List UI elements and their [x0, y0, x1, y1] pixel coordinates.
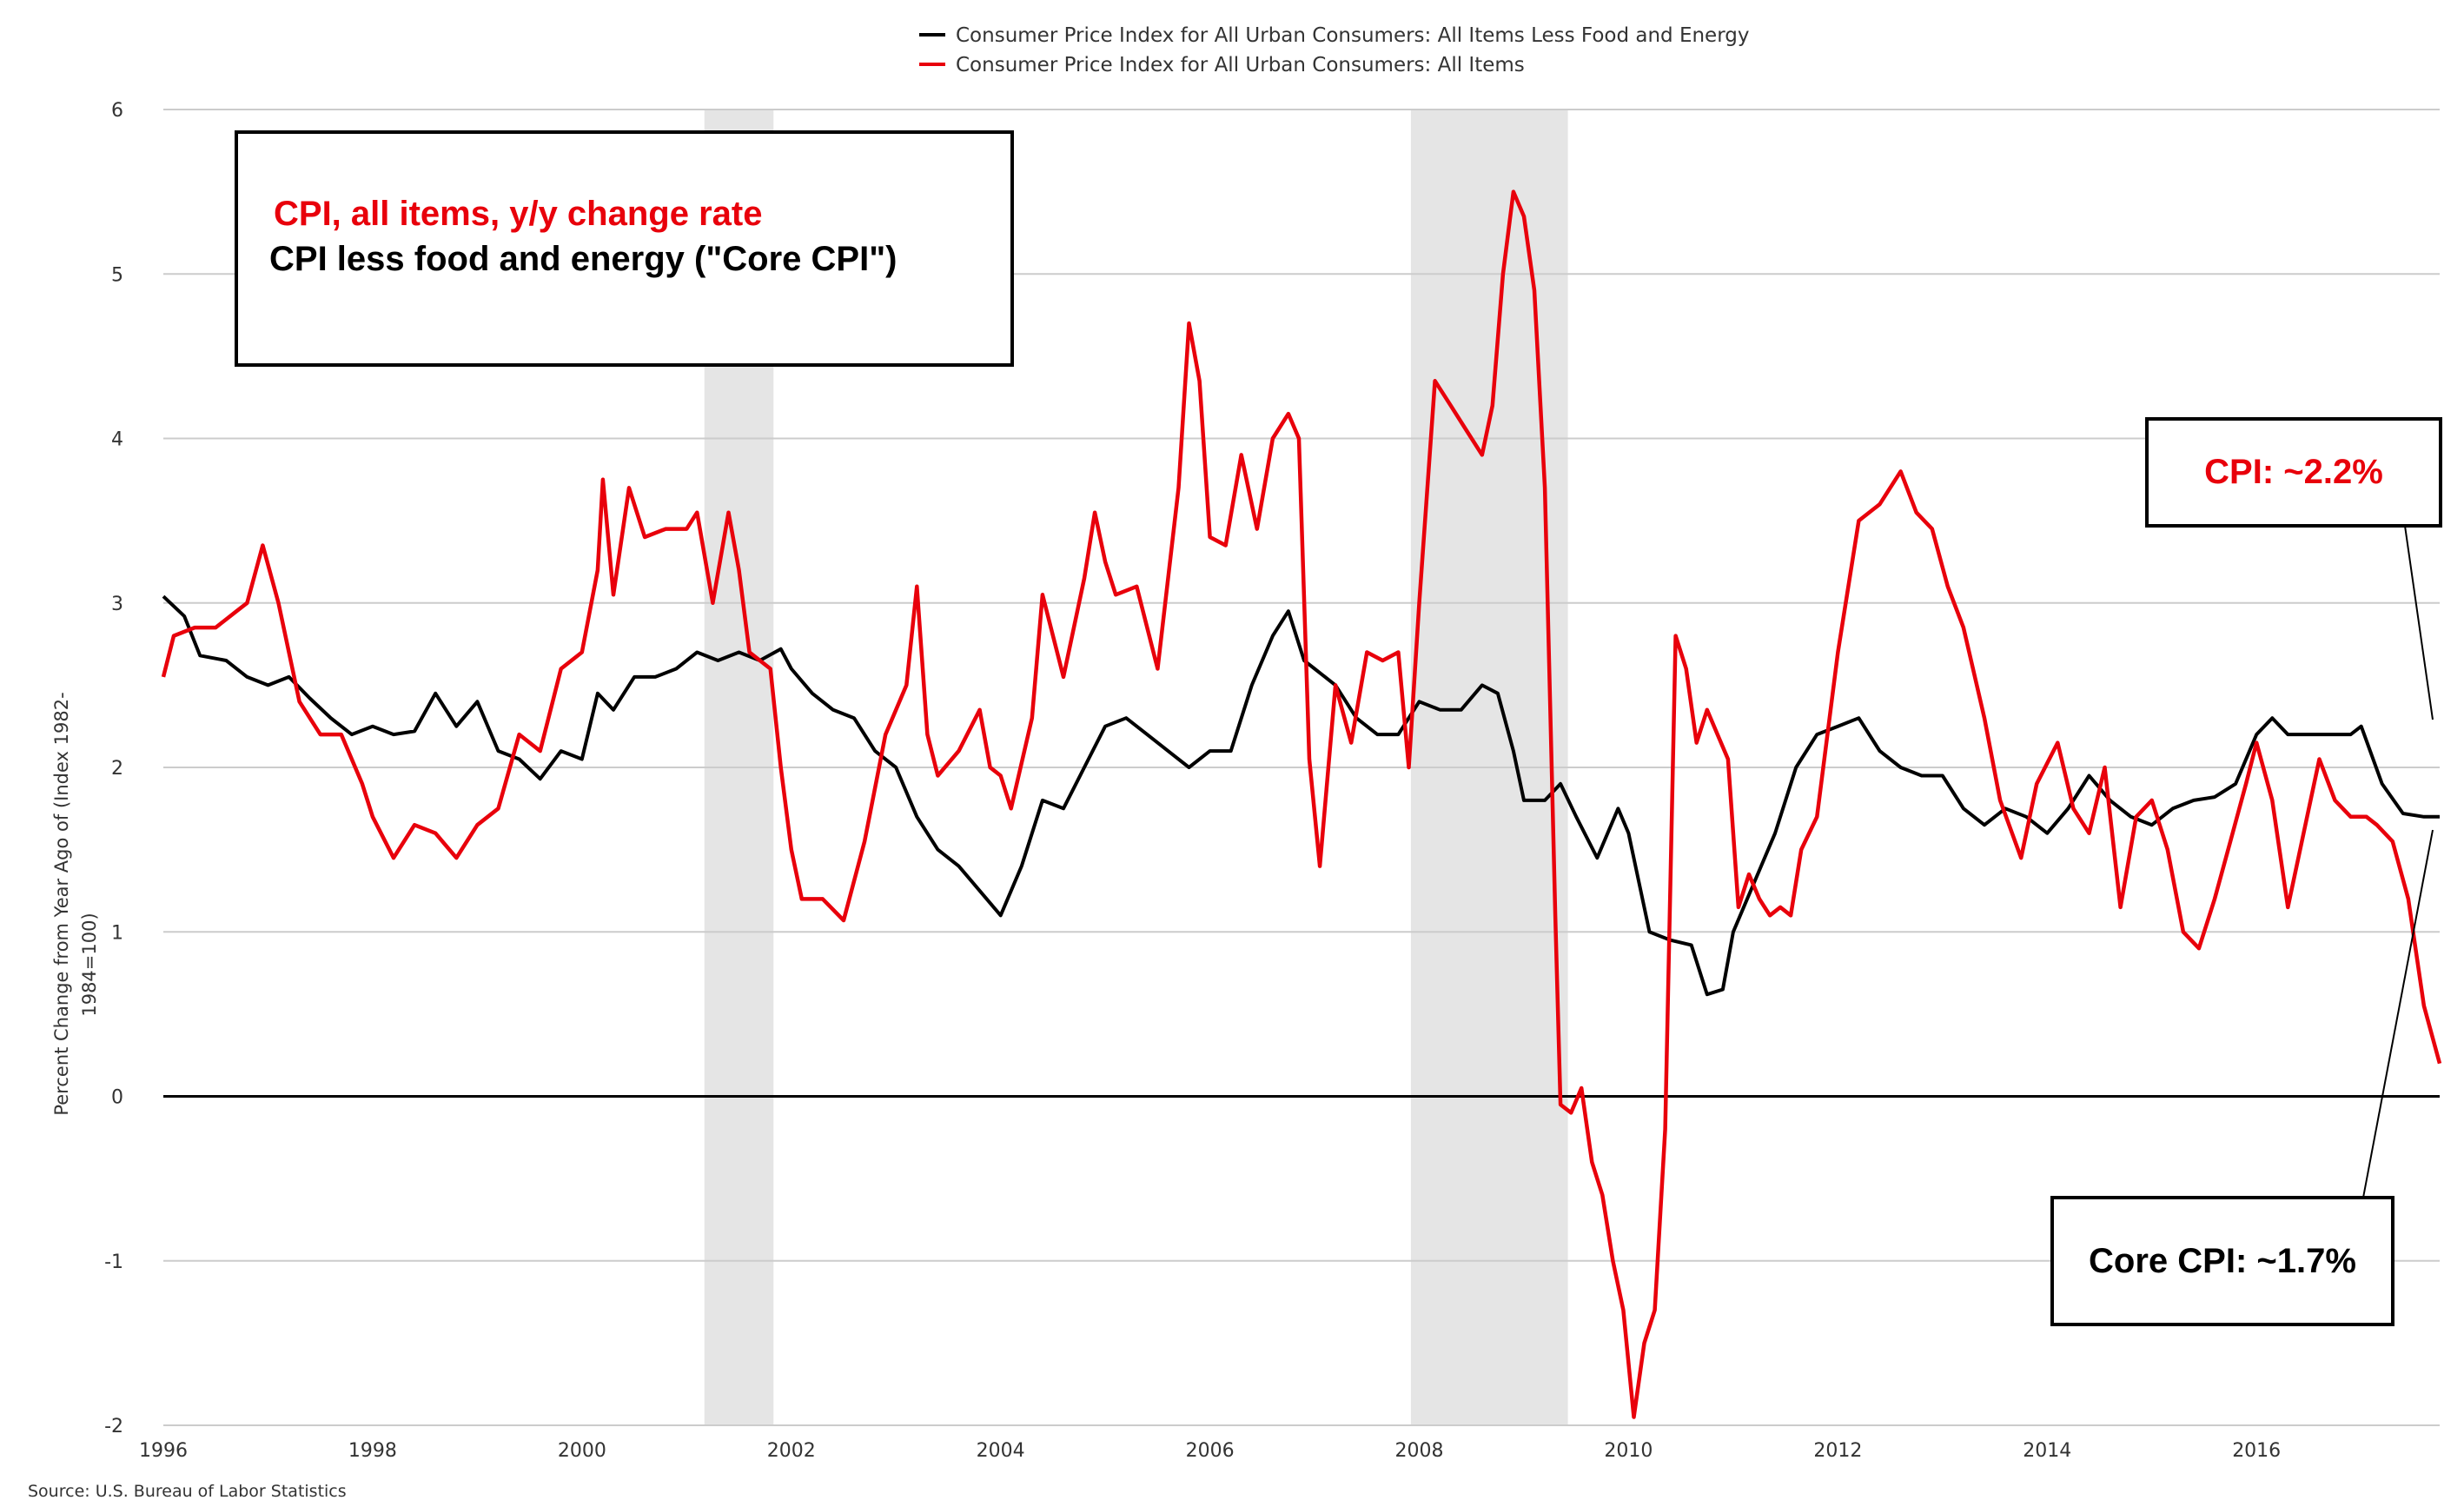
- x-tick-label: 2014: [2023, 1440, 2071, 1462]
- x-tick-labels: 1996 1998 2000 2002 2004 2006 2008 2010 2012 2014…: [139, 1440, 2281, 1462]
- x-tick-label: 2010: [1604, 1440, 1653, 1462]
- callout-core-frame: [2050, 1196, 2394, 1326]
- legend-all-label: Consumer Price Index for All Urban Consu…: [956, 54, 1525, 76]
- y-axis-label-line2: 1984=100): [79, 913, 100, 1016]
- x-tick-label: 2004: [977, 1440, 1025, 1462]
- y-tick-label: -2: [104, 1416, 123, 1437]
- y-tick-label: 3: [111, 594, 123, 615]
- x-tick-label: 2012: [1813, 1440, 1862, 1462]
- y-tick-label: 2: [111, 758, 123, 780]
- series-line-all-items-cpi: [161, 189, 2442, 1419]
- source-note: Source: U.S. Bureau of Labor Statistics: [28, 1482, 347, 1501]
- x-tick-label: 2008: [1395, 1440, 1444, 1462]
- y-tick-label: 1: [111, 922, 123, 944]
- annotation-title-frame: [235, 130, 1014, 367]
- x-tick-label: 2006: [1186, 1440, 1235, 1462]
- callout-cpi: CPI: ~2.2%: [2145, 417, 2442, 720]
- gridlines: [163, 109, 2440, 1426]
- y-tick-label: 5: [111, 264, 123, 286]
- annotation-title-line2: CPI less food and energy ("Core CPI"): [269, 240, 898, 278]
- callout-core-text: Core CPI: ~1.7%: [2089, 1242, 2356, 1280]
- x-tick-label: 2000: [558, 1440, 606, 1462]
- callout-core-pointer: [2362, 829, 2434, 1198]
- callout-cpi-frame: [2145, 417, 2442, 528]
- x-tick-label: 2016: [2232, 1440, 2281, 1462]
- x-tick-label: 2002: [767, 1440, 816, 1462]
- y-tick-label: -1: [104, 1251, 123, 1273]
- x-tick-label: 1996: [139, 1440, 188, 1462]
- annotation-title-box: CPI, all items, y/y change rate CPI less…: [235, 130, 1014, 367]
- y-tick-label: 4: [111, 429, 123, 451]
- series-line-core-cpi: [162, 594, 2440, 997]
- callout-core: Core CPI: ~1.7%: [2050, 829, 2434, 1326]
- y-tick-labels: -2 -1 0 1 2 3 4 5 6: [104, 100, 123, 1437]
- callout-cpi-pointer: [2404, 525, 2434, 720]
- annotation-title-line1: CPI, all items, y/y change rate: [274, 195, 762, 233]
- legend: Consumer Price Index for All Urban Consu…: [919, 24, 1749, 76]
- legend-core-label: Consumer Price Index for All Urban Consu…: [956, 24, 1749, 47]
- y-tick-label: 6: [111, 100, 123, 122]
- y-axis-label-line1: Percent Change from Year Ago of (Index 1…: [51, 692, 72, 1115]
- series-lines: [161, 189, 2442, 1419]
- x-tick-label: 1998: [348, 1440, 397, 1462]
- y-tick-label: 0: [111, 1087, 123, 1109]
- callout-cpi-text: CPI: ~2.2%: [2204, 453, 2383, 491]
